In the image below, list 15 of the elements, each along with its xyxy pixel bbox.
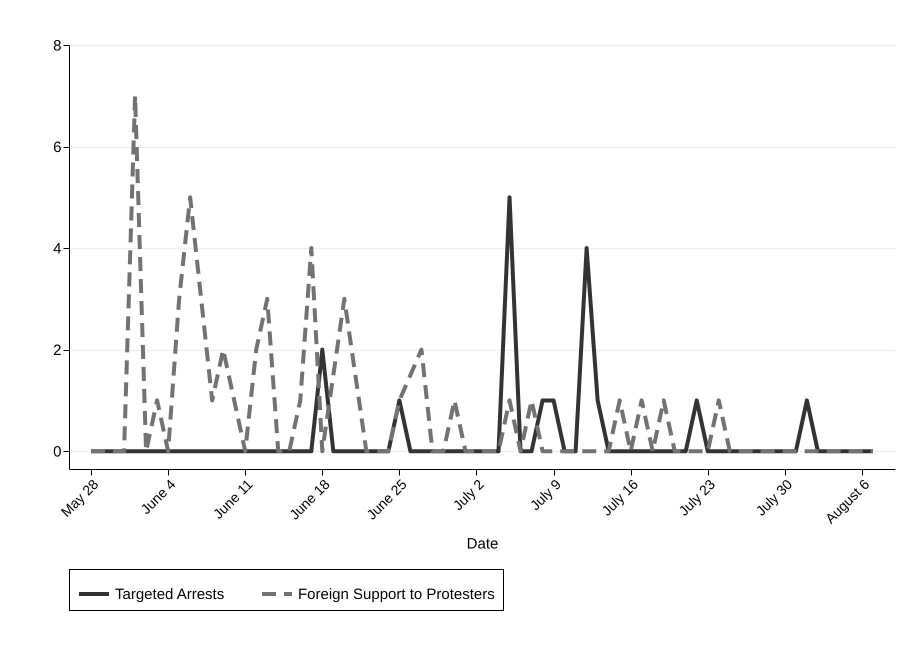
line-series bbox=[89, 94, 875, 454]
legend-label: Targeted Arrests bbox=[115, 586, 224, 603]
y-tick-label: 0 bbox=[53, 444, 62, 461]
x-tick-label: July 23 bbox=[675, 476, 718, 519]
y-tick-label: 6 bbox=[53, 139, 62, 156]
y-tick-label: 4 bbox=[53, 240, 62, 258]
y-tick-label: 2 bbox=[53, 342, 62, 360]
x-tick-label: July 16 bbox=[598, 476, 642, 519]
x-axis-title: Date bbox=[466, 535, 498, 552]
x-tick-label: July 9 bbox=[526, 476, 564, 514]
x-tick-label: July 2 bbox=[450, 476, 488, 514]
legend-label: Foreign Support to Protesters bbox=[298, 586, 495, 603]
x-tick-label: July 30 bbox=[752, 476, 796, 519]
x-tick-label: May 28 bbox=[58, 476, 102, 520]
y-tick-label: 8 bbox=[53, 38, 62, 54]
